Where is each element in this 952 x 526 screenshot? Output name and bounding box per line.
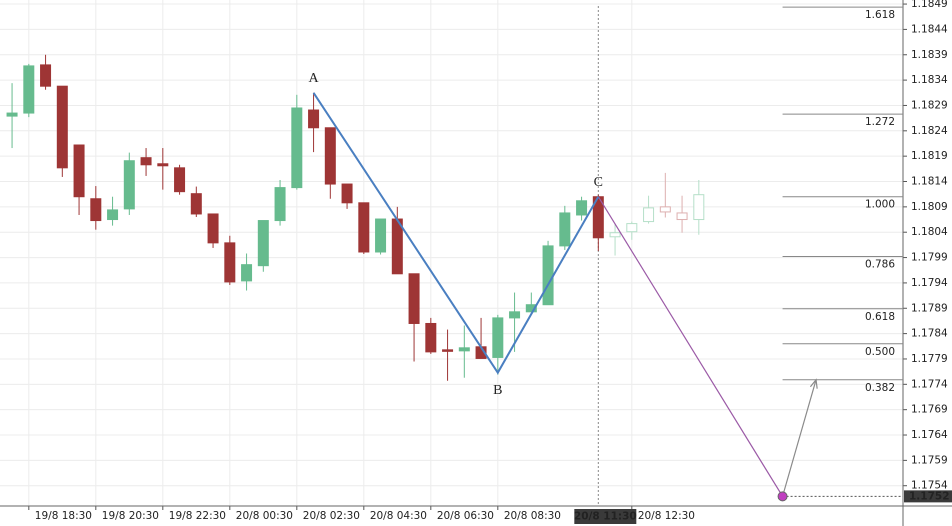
current-price-label: 1.1752 xyxy=(909,490,950,502)
candle-body xyxy=(425,322,437,353)
candle-body xyxy=(90,198,102,222)
candle-body xyxy=(123,160,135,210)
candle-body xyxy=(107,209,119,221)
candle-body xyxy=(23,65,35,114)
candle-body xyxy=(458,347,470,352)
fib-label: 1.272 xyxy=(865,116,895,128)
candle-body xyxy=(525,304,537,313)
fib-label: 0.382 xyxy=(865,382,895,394)
candle-body xyxy=(6,112,18,117)
y-tick-label: 1.1774 xyxy=(911,378,948,390)
candle-body xyxy=(542,245,554,306)
x-tick-label: 19/8 20:30 xyxy=(102,510,159,522)
x-tick-label: 20/8 02:30 xyxy=(303,510,360,522)
candle-body xyxy=(140,157,152,166)
projection-line xyxy=(597,196,784,497)
y-tick-label: 1.1779 xyxy=(911,353,948,365)
candle-body xyxy=(308,109,320,129)
candle-body xyxy=(157,163,169,167)
candle-body xyxy=(643,207,655,223)
y-tick-label: 1.1844 xyxy=(911,23,948,35)
x-tick-label: 19/8 22:30 xyxy=(169,510,226,522)
fib-label: 0.618 xyxy=(865,311,895,323)
candle-body xyxy=(291,107,303,189)
candle-body xyxy=(609,232,621,238)
pattern-label: C xyxy=(594,175,603,190)
candle-body xyxy=(207,213,219,244)
fib-label: 0.786 xyxy=(865,259,895,271)
y-tick-label: 1.1764 xyxy=(911,429,948,441)
candle-body xyxy=(626,223,638,233)
fib-label: 1.618 xyxy=(865,9,895,21)
y-tick-label: 1.1824 xyxy=(911,125,948,137)
y-tick-label: 1.1769 xyxy=(911,404,948,416)
candle-body xyxy=(257,220,269,267)
candle-body xyxy=(56,85,68,169)
fib-label: 0.500 xyxy=(865,346,895,358)
candle-body xyxy=(190,193,202,215)
y-tick-label: 1.1849 xyxy=(911,0,948,10)
candle-body xyxy=(492,317,504,358)
y-tick-label: 1.1839 xyxy=(911,49,948,61)
x-tick-label: 20/8 04:30 xyxy=(370,510,427,522)
x-tick-label: 20/8 08:30 xyxy=(504,510,561,522)
y-tick-label: 1.1819 xyxy=(911,150,948,162)
y-tick-label: 1.1814 xyxy=(911,176,948,188)
candle-body xyxy=(341,183,353,204)
crosshair-label: 20/8 11:30 xyxy=(574,511,637,523)
abc-pattern xyxy=(312,92,600,375)
x-tick-label: 19/8 18:30 xyxy=(35,510,92,522)
candle-body xyxy=(442,349,454,352)
arrow-head xyxy=(809,378,818,389)
candle-body xyxy=(174,167,186,193)
candle-body xyxy=(358,202,370,253)
y-tick-label: 1.1784 xyxy=(911,328,948,340)
y-tick-label: 1.1804 xyxy=(911,226,948,238)
y-tick-label: 1.1794 xyxy=(911,277,948,289)
candle-body xyxy=(576,200,588,216)
crosshair-label-box xyxy=(574,509,637,524)
candle-body xyxy=(40,64,52,87)
x-tick-label: 20/8 00:30 xyxy=(236,510,293,522)
candle-body xyxy=(224,242,236,283)
candle-body xyxy=(693,194,705,221)
pattern-label: A xyxy=(309,71,320,86)
y-tick-label: 1.1754 xyxy=(911,480,948,492)
target-point xyxy=(777,491,788,502)
y-tick-label: 1.1789 xyxy=(911,302,948,314)
target-arrow xyxy=(781,379,817,497)
y-tick-label: 1.1809 xyxy=(911,201,948,213)
candle-body xyxy=(509,311,521,319)
candle-body xyxy=(676,212,688,221)
candle-body xyxy=(408,273,420,324)
candle-body xyxy=(324,127,336,185)
fib-label: 1.000 xyxy=(865,199,895,211)
candle-body xyxy=(241,264,253,282)
candle-body xyxy=(391,218,403,275)
candle-body xyxy=(375,218,387,253)
y-tick-label: 1.1829 xyxy=(911,99,948,111)
candle-body xyxy=(274,187,286,222)
candle-body xyxy=(559,212,571,247)
price-label-box xyxy=(904,490,952,503)
candle-body xyxy=(73,144,85,198)
y-tick-label: 1.1759 xyxy=(911,454,948,466)
pattern-label: B xyxy=(493,383,502,398)
y-tick-label: 1.1799 xyxy=(911,252,948,264)
candle-body xyxy=(659,206,671,213)
x-tick-label: 20/8 06:30 xyxy=(437,510,494,522)
y-tick-label: 1.1834 xyxy=(911,74,948,86)
x-tick-label: 20/8 12:30 xyxy=(638,510,695,522)
